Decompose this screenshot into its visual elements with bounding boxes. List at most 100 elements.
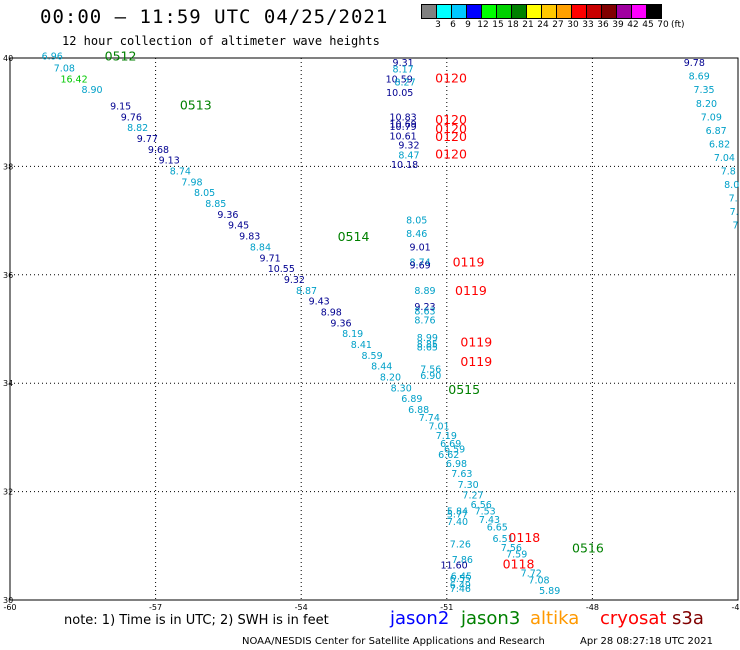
colorbar-label: 3 [435, 20, 441, 30]
colorbar-swatch [646, 4, 662, 19]
wave-height-label: 7.74 [419, 413, 440, 424]
lon-tick-label: -57 [149, 603, 162, 612]
colorbar-label: 45 [642, 20, 654, 30]
lat-tick-label: 36 [3, 271, 13, 280]
colorbar-label: 36 [597, 20, 609, 30]
wave-height-label: 6.87 [706, 126, 727, 137]
colorbar-unit: (ft) [671, 20, 685, 30]
wave-height-label: 8.20 [380, 372, 401, 383]
footer-credit: NOAA/NESDIS Center for Satellite Applica… [242, 636, 545, 647]
colorbar-labels: 3 6 9 12 15 18 21 24 27 30 33 36 39 42 45 70 (ft) [421, 19, 684, 33]
wave-height-label: 8.85 [205, 199, 226, 210]
satellite-legend-item: cryosat [600, 608, 667, 629]
pass-number-label: 0513 [180, 97, 212, 112]
wave-height-label: 8.98 [321, 307, 342, 318]
wave-height-label: 6.62 [438, 450, 459, 461]
wave-height-label: 6.69 [440, 439, 461, 450]
wave-height-label: 7.86 [452, 555, 473, 566]
wave-height-label: 5.89 [539, 586, 560, 597]
wave-height-label: 10.69 [390, 119, 417, 130]
wave-height-label: 7. [730, 207, 739, 218]
lon-tick-label: -48 [586, 603, 599, 612]
wave-height-label: 8.47 [398, 150, 419, 161]
wave-height-colorbar: 3 6 9 12 15 18 21 24 27 30 33 36 39 42 45 70 (ft) [421, 4, 685, 33]
wave-height-label: 8.85 [417, 339, 438, 350]
colorbar-label: 42 [627, 20, 639, 30]
wave-height-label: 8.65 [417, 343, 438, 354]
wave-height-label: 7.63 [451, 469, 472, 480]
wave-height-label: 9.15 [110, 101, 131, 112]
plot-frame [9, 57, 739, 601]
lon-tick-label: -60 [3, 603, 16, 612]
wave-height-label: 10.61 [390, 131, 417, 142]
wave-height-label: 8.74 [170, 167, 191, 178]
wave-height-label: 9.83 [239, 232, 260, 243]
lon-tick-label: -54 [295, 603, 308, 612]
wave-height-label: 7.56 [420, 364, 441, 375]
wave-height-label: 7.56 [501, 543, 522, 554]
wave-height-label: 9.01 [410, 242, 431, 253]
satellite-legend-item: jason2 [390, 608, 450, 629]
wave-height-label: 7.53 [475, 506, 496, 517]
wave-height-label: 7.59 [506, 550, 527, 561]
wave-height-label: 8.05 [406, 215, 427, 226]
wave-height-label: 10.83 [390, 112, 417, 123]
wave-height-label: 9.36 [217, 210, 238, 221]
page-subtitle: 12 hour collection of altimeter wave hei… [62, 34, 380, 48]
wave-height-label: 9.45 [228, 221, 249, 232]
wave-height-label: 8.0 [724, 180, 739, 191]
wave-height-label: 7.04 [714, 153, 735, 164]
wave-height-label: 9.77 [137, 134, 158, 145]
colorbar-swatches [421, 4, 662, 19]
wave-height-label: 8.89 [414, 286, 435, 297]
wave-height-label: 8.99 [417, 333, 438, 344]
wave-height-label: 5.84 [447, 506, 468, 517]
colorbar-label: 18 [507, 20, 519, 30]
lat-tick-label: 40 [3, 54, 13, 63]
lat-tick-label: 34 [3, 379, 13, 388]
wave-height-label: 6.65 [487, 523, 508, 534]
colorbar-label: 12 [477, 20, 489, 30]
wave-height-label: 8.30 [391, 383, 412, 394]
pass-number-label: 0515 [448, 382, 480, 397]
wave-height-label: 6.90 [420, 371, 441, 382]
wave-height-label: 6.49 [450, 581, 471, 592]
wave-height-label: 6.88 [408, 405, 429, 416]
lat-tick-label: 38 [3, 162, 13, 171]
satellite-legend-item: s3a [672, 608, 704, 629]
satellite-legend-item: jason3 [461, 608, 521, 629]
pass-number-label: 0118 [503, 557, 535, 572]
wave-height-label: 8.05 [194, 188, 215, 199]
colorbar-label: 27 [552, 20, 564, 30]
colorbar-label: 21 [522, 20, 534, 30]
wave-height-label: 6.45 [451, 571, 472, 582]
wave-height-label: 7. [729, 194, 738, 205]
lat-tick-label: 32 [3, 488, 13, 497]
wave-height-label: 11.60 [440, 561, 467, 572]
pass-number-label: 0120 [435, 70, 467, 85]
pass-number-label: 0120 [435, 129, 467, 144]
pass-number-label: 0118 [508, 530, 540, 545]
wave-height-label: 9.68 [148, 145, 169, 156]
wave-height-label: 10.59 [386, 74, 413, 85]
wave-height-label: 6.98 [446, 459, 467, 470]
wave-height-label: 8.17 [393, 65, 414, 76]
wave-height-label: 10.55 [268, 264, 295, 275]
wave-height-label: 6.56 [471, 500, 492, 511]
wave-height-label: 8.84 [250, 242, 271, 253]
wave-height-label: 9.43 [309, 297, 330, 308]
colorbar-label: 24 [537, 20, 549, 30]
colorbar-label: 6 [450, 20, 456, 30]
wave-height-label: 8.59 [361, 351, 382, 362]
wave-height-label: 8.74 [410, 258, 431, 269]
pass-number-label: 0514 [338, 229, 370, 244]
page-title: 00:00 – 11:59 UTC 04/25/2021 [40, 6, 389, 28]
wave-height-label: 8.69 [689, 72, 710, 83]
wave-height-label: 5.77 [447, 510, 468, 521]
wave-height-label: 10.79 [390, 122, 417, 133]
wave-height-label: 7.26 [450, 539, 471, 550]
wave-height-label: 8.19 [342, 329, 363, 340]
wave-height-label: 7 [733, 221, 739, 232]
pass-number-label: 0119 [455, 283, 487, 298]
